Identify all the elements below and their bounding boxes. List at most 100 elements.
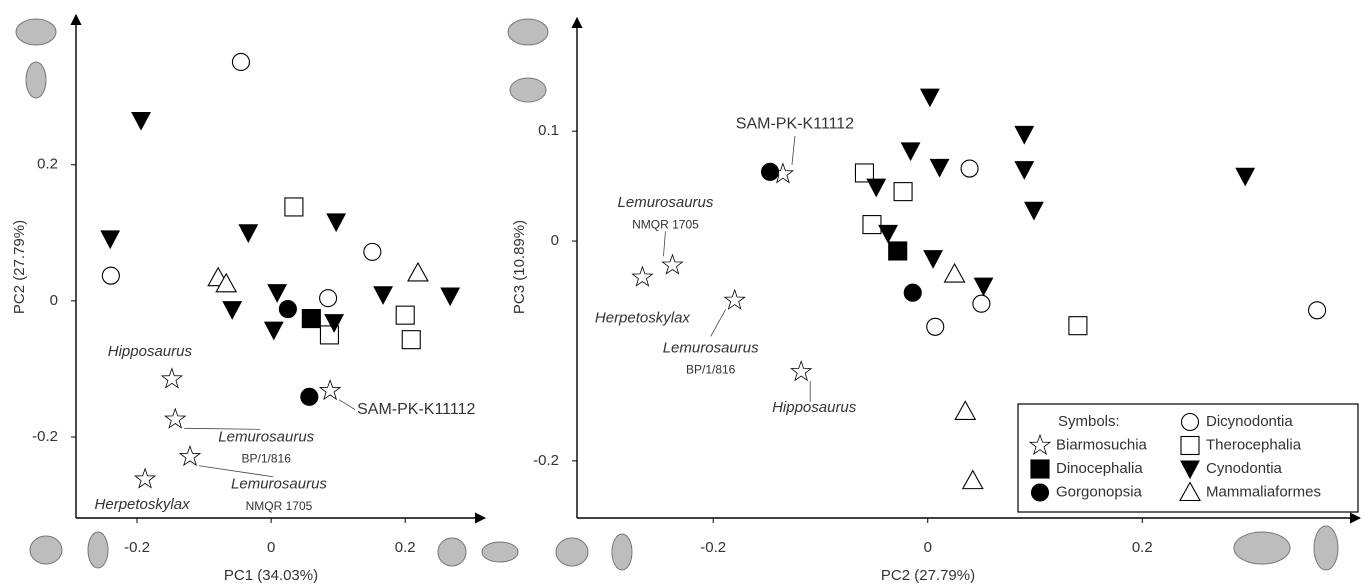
y-axis-label: PC3 (10.89%): [511, 220, 528, 314]
taxon-label: Hipposaurus: [108, 343, 193, 360]
bone-icons: [15, 18, 1339, 571]
taxon-label: Lemurosaurus: [231, 476, 327, 493]
point: [215, 272, 238, 293]
x-tick-label: 0.2: [395, 539, 416, 556]
point: [1308, 301, 1327, 320]
point: [178, 444, 202, 467]
legend-marker: [1179, 481, 1201, 502]
leader-line: [184, 427, 261, 430]
leader-line: [338, 399, 356, 411]
point: [961, 469, 984, 490]
point: [919, 88, 940, 108]
y-tick-label: 0: [50, 292, 58, 309]
point: [373, 286, 393, 305]
point: [960, 159, 979, 178]
point: [326, 213, 347, 233]
point: [300, 387, 319, 406]
point: [324, 314, 345, 333]
point: [972, 294, 991, 313]
point: [973, 277, 994, 297]
point: [888, 241, 908, 261]
legend-marker: [1180, 412, 1200, 432]
point: [160, 367, 184, 389]
point: [893, 182, 913, 202]
x-axis-label: PC2 (27.79%): [881, 567, 975, 584]
point: [363, 242, 382, 261]
point: [1014, 161, 1035, 180]
legend-marker: [1028, 433, 1052, 455]
specimen-label: NMQR 1705: [246, 499, 313, 513]
taxon-label: Hipposaurus: [772, 399, 857, 416]
y-tick-label: -0.2: [32, 428, 58, 445]
specimen-label: BP/1/816: [686, 363, 736, 377]
point: [301, 309, 321, 329]
point: [854, 163, 875, 183]
legend-label: Mammaliaformes: [1206, 483, 1321, 500]
point: [954, 400, 977, 420]
specimen-label: BP/1/816: [242, 451, 292, 465]
point: [1014, 125, 1035, 145]
legend-label: Dicynodontia: [1206, 413, 1293, 430]
point: [133, 467, 157, 489]
point: [1068, 316, 1088, 336]
specimen-label: NMQR 1705: [632, 217, 699, 231]
scatter-chart: -0.2 0 0.2 -0.2 0 0.1 PC2 (27.79%) PC3 (10.89%)…: [511, 16, 1362, 584]
y-axis-label: PC2 (27.79%): [11, 220, 28, 314]
leader-line: [663, 231, 666, 257]
point: [267, 284, 288, 303]
point: [929, 158, 950, 178]
legend-label: Gorgonopsia: [1056, 483, 1143, 500]
leader-line: [791, 136, 796, 166]
specimen-label: SAM-PK-K11112: [357, 401, 475, 418]
point: [631, 265, 654, 287]
taxon-label: Lemurosaurus: [618, 194, 714, 211]
point: [395, 305, 415, 325]
scatter-chart: -0.2 0 0.2 -0.2 0 0.2 PC1 (34.03%) PC2 (27.79%)…: [11, 13, 487, 584]
point: [100, 230, 121, 250]
point: [222, 301, 243, 320]
leader-line: [710, 309, 727, 337]
point: [319, 289, 338, 308]
legend-marker: [1030, 483, 1050, 502]
x-tick-label: -0.2: [124, 539, 150, 556]
taxon-label: Herpetoskylax: [595, 309, 691, 326]
point: [164, 407, 187, 429]
taxon-label: Lemurosaurus: [218, 428, 314, 445]
x-axis-label: PC1 (34.03%): [224, 567, 318, 584]
point: [263, 321, 284, 341]
point: [862, 215, 882, 235]
point: [101, 266, 120, 285]
leader-line: [198, 465, 274, 478]
y-tick-label: 0.2: [37, 156, 58, 173]
point: [761, 162, 780, 181]
point: [278, 299, 297, 319]
point: [407, 261, 429, 282]
point: [878, 224, 898, 244]
point: [131, 111, 151, 131]
point: [231, 52, 250, 72]
point: [1024, 201, 1044, 221]
point: [790, 360, 813, 382]
point: [903, 283, 922, 302]
point: [401, 330, 421, 350]
point: [723, 288, 746, 310]
x-tick-label: 0: [924, 539, 932, 556]
x-tick-label: 0.2: [1132, 539, 1153, 556]
point: [923, 250, 944, 269]
point: [284, 197, 304, 217]
legend-label: Therocephalia: [1206, 436, 1302, 453]
y-tick-label: 0: [551, 232, 559, 249]
legend: Symbols: Biarmosuchia Dinocephalia Gorgonop…: [1017, 403, 1359, 513]
y-tick-label: -0.2: [533, 452, 559, 469]
legend-marker: [1180, 435, 1200, 456]
x-tick-label: -0.2: [700, 539, 726, 556]
legend-title: Symbols:: [1058, 413, 1120, 430]
point: [661, 253, 684, 275]
x-tick-label: 0: [267, 539, 275, 556]
point: [900, 142, 921, 162]
specimen-label: SAM-PK-K11112: [736, 115, 854, 132]
legend-label: Cynodontia: [1206, 460, 1283, 477]
point: [926, 317, 945, 336]
